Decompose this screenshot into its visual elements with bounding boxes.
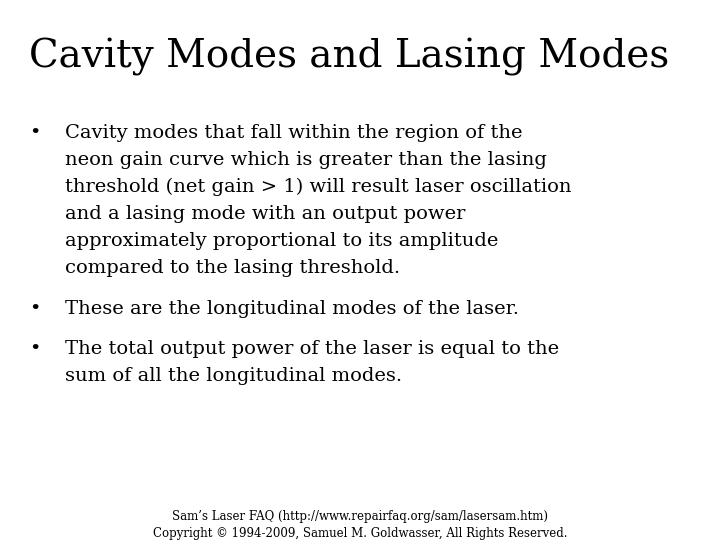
Text: neon gain curve which is greater than the lasing: neon gain curve which is greater than th… <box>65 151 546 169</box>
Text: Sam’s Laser FAQ (http://www.repairfaq.org/sam/lasersam.htm): Sam’s Laser FAQ (http://www.repairfaq.or… <box>172 510 548 523</box>
Text: and a lasing mode with an output power: and a lasing mode with an output power <box>65 205 465 223</box>
Text: •: • <box>29 340 40 358</box>
Text: •: • <box>29 124 40 142</box>
Text: approximately proportional to its amplitude: approximately proportional to its amplit… <box>65 232 498 250</box>
Text: sum of all the longitudinal modes.: sum of all the longitudinal modes. <box>65 367 402 385</box>
Text: These are the longitudinal modes of the laser.: These are the longitudinal modes of the … <box>65 300 519 318</box>
Text: Cavity modes that fall within the region of the: Cavity modes that fall within the region… <box>65 124 522 142</box>
Text: The total output power of the laser is equal to the: The total output power of the laser is e… <box>65 340 559 358</box>
Text: •: • <box>29 300 40 318</box>
Text: threshold (net gain > 1) will result laser oscillation: threshold (net gain > 1) will result las… <box>65 178 571 197</box>
Text: Copyright © 1994-2009, Samuel M. Goldwasser, All Rights Reserved.: Copyright © 1994-2009, Samuel M. Goldwas… <box>153 526 567 539</box>
Text: Cavity Modes and Lasing Modes: Cavity Modes and Lasing Modes <box>29 38 669 76</box>
Text: compared to the lasing threshold.: compared to the lasing threshold. <box>65 259 400 277</box>
